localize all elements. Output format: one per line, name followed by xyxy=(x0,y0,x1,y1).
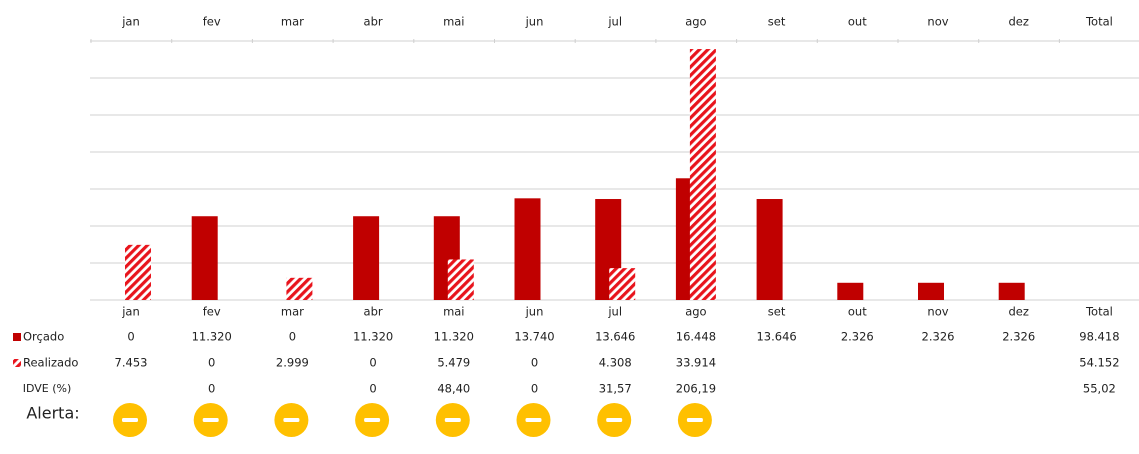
top-month-label: abr xyxy=(364,15,383,29)
table-cell: 206,19 xyxy=(676,382,716,396)
legend-label: Orçado xyxy=(23,330,64,344)
alert-icon-bar xyxy=(364,418,381,422)
legend-swatch xyxy=(13,333,21,341)
alert-icon-bar xyxy=(686,418,703,422)
table-cell: 2.326 xyxy=(922,330,955,344)
month-label: jun xyxy=(525,305,544,319)
top-month-label: nov xyxy=(927,15,948,29)
top-month-label: mai xyxy=(443,15,464,29)
alert-icon-bar xyxy=(606,418,623,422)
table-cell: 11.320 xyxy=(192,330,232,344)
legend-swatch xyxy=(13,359,21,367)
table-cell: 4.308 xyxy=(599,356,632,370)
bar xyxy=(125,244,151,300)
month-label: dez xyxy=(1008,305,1028,319)
table-cell: 0 xyxy=(127,330,134,344)
bar xyxy=(353,216,380,300)
top-month-label: jun xyxy=(525,15,544,29)
bar xyxy=(514,198,541,300)
table-cell: 0 xyxy=(369,382,376,396)
month-label: ago xyxy=(685,305,706,319)
alert-label: Alerta: xyxy=(26,404,79,423)
table-cell: 31,57 xyxy=(599,382,632,396)
table-cell: 13.646 xyxy=(595,330,635,344)
table-cell: 2.326 xyxy=(1002,330,1035,344)
table-cell: 0 xyxy=(531,382,538,396)
table-cell: 7.453 xyxy=(115,356,148,370)
top-total-label: Total xyxy=(1085,15,1113,29)
table-cell: 48,40 xyxy=(437,382,470,396)
bar xyxy=(609,268,636,300)
top-month-label: fev xyxy=(203,15,221,29)
bar xyxy=(286,277,313,300)
top-month-label: dez xyxy=(1008,15,1028,29)
month-label: fev xyxy=(203,305,221,319)
total-label: Total xyxy=(1085,305,1113,319)
table-total: 98.418 xyxy=(1079,330,1119,344)
month-label: set xyxy=(768,305,786,319)
table-cell: 0 xyxy=(208,382,215,396)
top-month-label: out xyxy=(848,15,867,29)
table-total: 55,02 xyxy=(1083,382,1116,396)
bar xyxy=(447,259,474,300)
bar xyxy=(689,49,716,300)
month-label: jan xyxy=(121,305,140,319)
table-cell: 2.999 xyxy=(276,356,309,370)
top-month-label: set xyxy=(768,15,786,29)
top-month-label: mar xyxy=(281,15,304,29)
top-month-label: jul xyxy=(607,15,622,29)
table-cell: 2.326 xyxy=(841,330,874,344)
alert-icon-bar xyxy=(525,418,542,422)
month-label: nov xyxy=(927,305,948,319)
table-cell: 33.914 xyxy=(676,356,716,370)
month-label: out xyxy=(848,305,867,319)
alert-icon-bar xyxy=(283,418,300,422)
table-total: 54.152 xyxy=(1079,356,1119,370)
table-cell: 11.320 xyxy=(353,330,393,344)
bar xyxy=(918,282,944,300)
legend-label: Realizado xyxy=(23,356,78,370)
month-label: abr xyxy=(364,305,383,319)
bar xyxy=(837,282,864,300)
table-cell: 0 xyxy=(369,356,376,370)
alert-icon-bar xyxy=(444,418,461,422)
alert-icon-bar xyxy=(122,418,138,422)
month-label: mai xyxy=(443,305,464,319)
table-cell: 16.448 xyxy=(676,330,716,344)
bar xyxy=(998,282,1025,300)
top-month-label: ago xyxy=(685,15,706,29)
table-cell: 0 xyxy=(531,356,538,370)
bar xyxy=(191,216,218,300)
table-cell: 13.740 xyxy=(514,330,554,344)
table-cell: 13.646 xyxy=(756,330,796,344)
table-cell: 0 xyxy=(289,330,296,344)
table-cell: 0 xyxy=(208,356,215,370)
month-label: mar xyxy=(281,305,304,319)
top-month-label: jan xyxy=(121,15,140,29)
row-label: IDVE (%) xyxy=(23,382,72,395)
alert-icon-bar xyxy=(202,418,219,422)
bar xyxy=(756,199,783,300)
table-cell: 5.479 xyxy=(437,356,470,370)
month-label: jul xyxy=(607,305,622,319)
table-cell: 11.320 xyxy=(434,330,474,344)
